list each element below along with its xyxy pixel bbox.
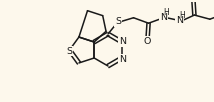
Text: O: O (144, 37, 151, 46)
Text: O: O (190, 0, 197, 1)
Text: S: S (115, 17, 121, 26)
Text: H: H (180, 11, 185, 20)
Text: N: N (176, 16, 183, 25)
Text: S: S (67, 47, 73, 55)
Text: N: N (119, 54, 126, 64)
Text: H: H (164, 8, 169, 17)
Text: N: N (119, 38, 126, 47)
Text: N: N (160, 13, 167, 22)
